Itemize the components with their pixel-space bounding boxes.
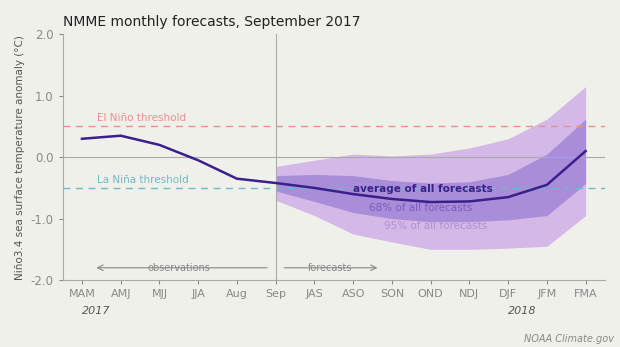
Text: 95% of all forecasts: 95% of all forecasts bbox=[384, 221, 487, 231]
Text: 68% of all forecasts: 68% of all forecasts bbox=[369, 203, 472, 213]
Text: NMME monthly forecasts, September 2017: NMME monthly forecasts, September 2017 bbox=[63, 15, 360, 29]
Text: El Niño threshold: El Niño threshold bbox=[97, 113, 187, 124]
Text: La Niña threshold: La Niña threshold bbox=[97, 175, 189, 185]
Text: 2018: 2018 bbox=[508, 306, 537, 316]
Text: observations: observations bbox=[148, 263, 210, 273]
Y-axis label: Niño3.4 sea surface temperature anomaly (°C): Niño3.4 sea surface temperature anomaly … bbox=[15, 35, 25, 280]
Text: 2017: 2017 bbox=[82, 306, 110, 316]
Text: NOAA Climate.gov: NOAA Climate.gov bbox=[524, 333, 614, 344]
Text: average of all forecasts: average of all forecasts bbox=[353, 184, 493, 194]
Text: forecasts: forecasts bbox=[308, 263, 352, 273]
